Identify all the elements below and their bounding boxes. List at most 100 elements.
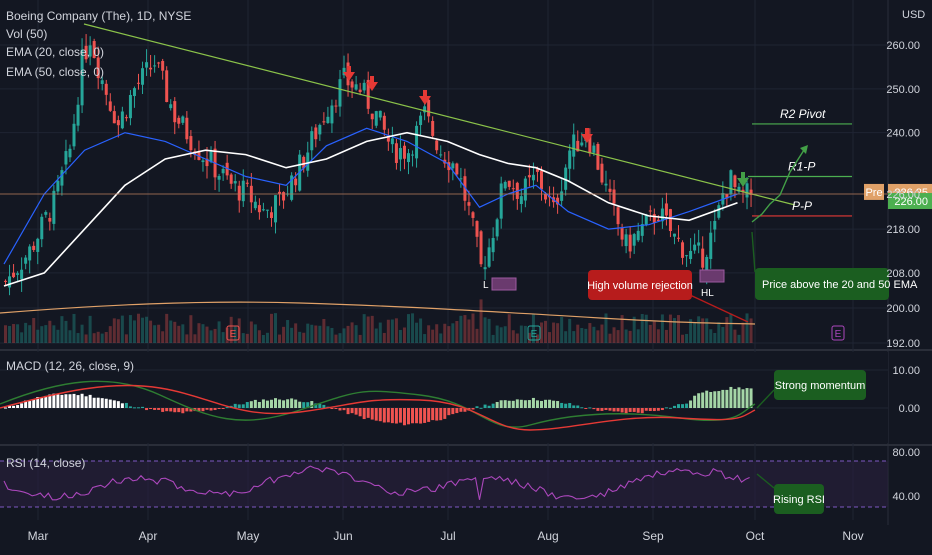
rsi-pane[interactable]: 80.00 40.00 Rising RSI bbox=[0, 447, 920, 514]
candle[interactable] bbox=[124, 117, 128, 119]
candle[interactable] bbox=[419, 115, 423, 126]
candle[interactable] bbox=[217, 175, 221, 180]
candle[interactable] bbox=[576, 140, 580, 152]
candle[interactable] bbox=[656, 219, 660, 222]
candle[interactable] bbox=[20, 269, 24, 280]
candle[interactable] bbox=[503, 181, 507, 189]
candle[interactable] bbox=[64, 151, 68, 165]
candle[interactable] bbox=[451, 163, 455, 169]
candle[interactable] bbox=[709, 232, 713, 259]
candle[interactable] bbox=[149, 67, 153, 70]
candle[interactable] bbox=[564, 167, 568, 190]
candle[interactable] bbox=[153, 65, 157, 67]
candle[interactable] bbox=[394, 143, 398, 163]
candle[interactable] bbox=[596, 144, 600, 170]
candle[interactable] bbox=[435, 140, 439, 151]
candle[interactable] bbox=[604, 183, 608, 186]
candle[interactable] bbox=[519, 196, 523, 205]
candle[interactable] bbox=[612, 189, 616, 204]
candle[interactable] bbox=[52, 190, 56, 224]
candle[interactable] bbox=[145, 62, 149, 68]
candle[interactable] bbox=[733, 175, 737, 188]
candle[interactable] bbox=[628, 234, 632, 252]
candle[interactable] bbox=[8, 276, 12, 288]
candle[interactable] bbox=[366, 79, 370, 109]
candle[interactable] bbox=[169, 104, 173, 109]
macd-pane[interactable]: 10.00 0.00 Strong momentum bbox=[0, 352, 920, 443]
candle[interactable] bbox=[342, 67, 346, 76]
candle[interactable] bbox=[483, 267, 487, 270]
candle[interactable] bbox=[278, 191, 282, 194]
candle[interactable] bbox=[314, 127, 318, 140]
candle[interactable] bbox=[96, 57, 100, 79]
candle[interactable] bbox=[556, 197, 560, 205]
candle[interactable] bbox=[141, 68, 145, 85]
candle[interactable] bbox=[423, 106, 427, 113]
candle[interactable] bbox=[165, 70, 169, 103]
candle[interactable] bbox=[689, 250, 693, 260]
candle[interactable] bbox=[431, 120, 435, 136]
candle[interactable] bbox=[427, 99, 431, 117]
candle[interactable] bbox=[415, 125, 419, 159]
candle[interactable] bbox=[44, 212, 48, 215]
candle[interactable] bbox=[644, 214, 648, 225]
candle[interactable] bbox=[104, 83, 108, 95]
candle[interactable] bbox=[201, 160, 205, 163]
candle[interactable] bbox=[741, 189, 745, 193]
candle[interactable] bbox=[725, 194, 729, 199]
candle[interactable] bbox=[455, 163, 459, 175]
candle[interactable] bbox=[261, 209, 265, 211]
candle[interactable] bbox=[374, 111, 378, 126]
candle[interactable] bbox=[568, 150, 572, 169]
candle[interactable] bbox=[701, 248, 705, 268]
candle[interactable] bbox=[12, 272, 16, 278]
candle[interactable] bbox=[318, 124, 322, 135]
candle[interactable] bbox=[378, 110, 382, 118]
candle[interactable] bbox=[616, 207, 620, 225]
candle[interactable] bbox=[294, 178, 298, 186]
candle[interactable] bbox=[221, 168, 225, 174]
candle[interactable] bbox=[338, 79, 342, 107]
candle[interactable] bbox=[475, 221, 479, 237]
candle[interactable] bbox=[209, 151, 213, 163]
candle[interactable] bbox=[253, 201, 257, 209]
candle[interactable] bbox=[668, 209, 672, 232]
candle[interactable] bbox=[290, 175, 294, 200]
candle[interactable] bbox=[16, 273, 20, 275]
candle[interactable] bbox=[407, 153, 410, 163]
candle[interactable] bbox=[76, 104, 80, 126]
candle[interactable] bbox=[544, 193, 548, 200]
candle[interactable] bbox=[48, 217, 52, 222]
candle[interactable] bbox=[507, 180, 511, 187]
candle[interactable] bbox=[495, 219, 499, 237]
candle[interactable] bbox=[245, 182, 249, 184]
candle[interactable] bbox=[326, 116, 330, 124]
candle[interactable] bbox=[398, 148, 402, 160]
candle[interactable] bbox=[499, 183, 503, 219]
candle[interactable] bbox=[624, 234, 628, 247]
candle[interactable] bbox=[737, 186, 741, 192]
candle[interactable] bbox=[588, 134, 592, 154]
candle[interactable] bbox=[685, 255, 689, 257]
candle[interactable] bbox=[487, 247, 491, 267]
candle[interactable] bbox=[471, 212, 475, 218]
candle[interactable] bbox=[717, 205, 721, 218]
candle[interactable] bbox=[560, 191, 564, 201]
candle[interactable] bbox=[173, 101, 177, 123]
candle[interactable] bbox=[592, 145, 596, 153]
candle[interactable] bbox=[439, 154, 443, 156]
candle[interactable] bbox=[72, 123, 76, 147]
candle[interactable] bbox=[600, 163, 604, 183]
candle[interactable] bbox=[664, 203, 668, 216]
candle[interactable] bbox=[274, 195, 278, 223]
candle[interactable] bbox=[4, 280, 7, 282]
candle[interactable] bbox=[677, 237, 681, 239]
candle[interactable] bbox=[116, 120, 120, 126]
candle[interactable] bbox=[36, 238, 40, 252]
candle[interactable] bbox=[68, 148, 72, 158]
candle[interactable] bbox=[459, 178, 463, 180]
candle[interactable] bbox=[322, 121, 326, 123]
candle[interactable] bbox=[60, 170, 64, 186]
